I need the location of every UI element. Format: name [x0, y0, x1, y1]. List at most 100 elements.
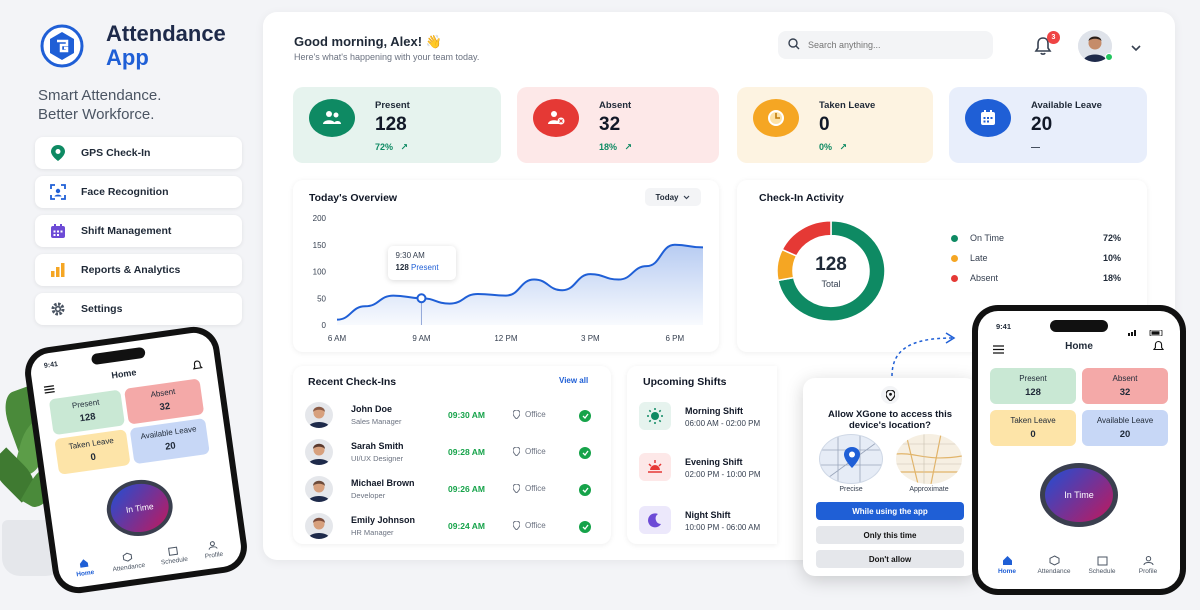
- y-tick-label: 200: [313, 214, 327, 223]
- checkin-location: Office: [513, 521, 546, 530]
- stat-value: 128: [375, 114, 407, 135]
- feature-shift-management[interactable]: Shift Management: [35, 215, 242, 247]
- dynamic-island: [1050, 320, 1108, 332]
- table-row[interactable]: John Doe Sales Manager 09:30 AM Office: [293, 400, 611, 430]
- checkin-name: John Doe: [351, 404, 393, 414]
- x-tick-label: 3 PM: [581, 334, 600, 343]
- activity-donut-chart: [776, 220, 886, 322]
- check-in-activity-card: Check-In Activity 128 Total On Time 72% L…: [737, 180, 1147, 352]
- check-icon: [579, 447, 591, 459]
- nav-profile[interactable]: Profile: [196, 538, 230, 561]
- chevron-down-icon: [684, 195, 690, 199]
- tile-absent[interactable]: Absent 32: [1082, 368, 1168, 404]
- tile-present[interactable]: Present 128: [990, 368, 1076, 404]
- nav-schedule[interactable]: Schedule: [1084, 555, 1120, 575]
- search-bar[interactable]: [778, 31, 993, 59]
- nav-attendance[interactable]: Attendance: [1034, 555, 1074, 575]
- tile-available-leave[interactable]: Available Leave 20: [1082, 410, 1168, 446]
- menu-icon[interactable]: [992, 342, 1005, 360]
- stat-card-present[interactable]: Present 128 72% ↗: [293, 87, 501, 163]
- nav-attendance[interactable]: Attendance: [107, 549, 149, 573]
- only-this-time-button[interactable]: Only this time: [816, 526, 964, 544]
- checkins-title: Recent Check-Ins: [308, 376, 397, 388]
- approximate-map-option[interactable]: [896, 434, 962, 484]
- greeting: Good morning, Alex! 👋: [294, 34, 442, 49]
- donut-slice-on-time[interactable]: [777, 220, 886, 322]
- series-line: [336, 243, 704, 321]
- in-time-button[interactable]: In Time: [103, 475, 177, 541]
- bell-icon[interactable]: [1152, 340, 1165, 358]
- overview-chart: 0 50 100 150 200 6 AM 9 AM 12 PM 3 PM 6 PM: [313, 214, 704, 343]
- location-pin-icon: [513, 447, 520, 456]
- app-logo: [38, 24, 96, 68]
- stat-pct: —: [1031, 142, 1040, 152]
- tile-absent[interactable]: Absent 32: [123, 378, 205, 425]
- gear-icon: [47, 300, 69, 318]
- shifts-title: Upcoming Shifts: [643, 376, 727, 388]
- precise-map-option[interactable]: [819, 434, 883, 484]
- nav-home[interactable]: Home: [990, 555, 1024, 575]
- stat-value: 20: [1031, 114, 1053, 135]
- check-icon: [579, 410, 591, 422]
- nav-home[interactable]: Home: [67, 556, 101, 579]
- check-icon: [579, 484, 591, 496]
- avatar: [305, 476, 333, 502]
- status-time: 9:41: [996, 322, 1012, 331]
- table-row[interactable]: Michael Brown Developer 09:26 AM Office: [293, 474, 611, 504]
- tagline: Smart Attendance. Better Workforce.: [38, 87, 162, 123]
- check-icon: [579, 521, 591, 533]
- location-pin-icon: [513, 484, 520, 493]
- table-row[interactable]: Emily Johnson HR Manager 09:24 AM Office: [293, 511, 611, 541]
- nav-profile[interactable]: Profile: [1132, 555, 1164, 575]
- in-time-button[interactable]: In Time: [1040, 463, 1118, 527]
- checkin-name: Michael Brown: [351, 478, 415, 488]
- legend-item: Absent 18%: [951, 268, 1121, 288]
- while-using-button[interactable]: While using the app: [816, 502, 964, 520]
- table-row[interactable]: Sarah Smith UI/UX Designer 09:28 AM Office: [293, 437, 611, 467]
- overview-filter-dropdown[interactable]: Today: [645, 188, 701, 206]
- nav-schedule[interactable]: Schedule: [154, 543, 192, 567]
- search-input[interactable]: [808, 40, 978, 50]
- stat-card-available-leave[interactable]: Available Leave 20 —: [949, 87, 1147, 163]
- x-tick-label: 6 AM: [328, 334, 347, 343]
- x-tick-label: 12 PM: [494, 334, 517, 343]
- legend-item: On Time 72%: [951, 228, 1121, 248]
- area-fill: [337, 244, 703, 325]
- status-icons: [1128, 323, 1164, 337]
- dont-allow-button[interactable]: Don't allow: [816, 550, 964, 568]
- donut-center: 128 Total: [815, 254, 847, 289]
- checkin-name: Emily Johnson: [351, 515, 416, 525]
- checkin-role: Developer: [351, 491, 386, 500]
- tile-available-leave[interactable]: Available Leave 20: [129, 418, 210, 465]
- users-icon: [309, 99, 355, 137]
- upcoming-shifts-card: Upcoming Shifts Morning Shift 06:00 AM -…: [627, 366, 777, 544]
- clock-icon: [753, 99, 799, 137]
- highlight-point[interactable]: [416, 293, 427, 304]
- stat-label: Taken Leave: [819, 100, 876, 111]
- tile-taken-leave[interactable]: Taken Leave 0: [990, 410, 1076, 446]
- checkin-time: 09:30 AM: [448, 410, 486, 420]
- phone-mockup-left: 9:41 Home Present 128 Absent 32 Taken Leav…: [21, 323, 251, 597]
- chevron-down-icon[interactable]: [1130, 40, 1142, 52]
- tile-taken-leave[interactable]: Taken Leave 0: [54, 429, 131, 475]
- tile-present[interactable]: Present 128: [48, 389, 126, 436]
- location-pin-icon: [513, 521, 520, 530]
- checkin-location: Office: [513, 410, 546, 419]
- feature-reports-analytics[interactable]: Reports & Analytics: [35, 254, 242, 286]
- feature-settings[interactable]: Settings: [35, 293, 242, 325]
- moon-icon: [639, 506, 671, 534]
- view-all-link[interactable]: View all: [559, 376, 589, 385]
- menu-icon[interactable]: [42, 381, 55, 394]
- feature-gps-check-in[interactable]: GPS Check-In: [35, 137, 242, 169]
- checkin-name: Sarah Smith: [351, 441, 404, 451]
- checkin-role: HR Manager: [351, 528, 394, 537]
- location-pin-icon: [513, 410, 520, 419]
- bar-chart-icon: [47, 261, 69, 279]
- feature-face-recognition[interactable]: Face Recognition: [35, 176, 242, 208]
- bell-icon[interactable]: [191, 358, 205, 377]
- donut-slice-absent[interactable]: [781, 220, 832, 257]
- stat-card-taken-leave[interactable]: Taken Leave 0 0% ↗: [737, 87, 933, 163]
- checkin-role: Sales Manager: [351, 417, 402, 426]
- stat-card-absent[interactable]: Absent 32 18% ↗: [517, 87, 719, 163]
- notification-bell-icon[interactable]: [1032, 35, 1054, 57]
